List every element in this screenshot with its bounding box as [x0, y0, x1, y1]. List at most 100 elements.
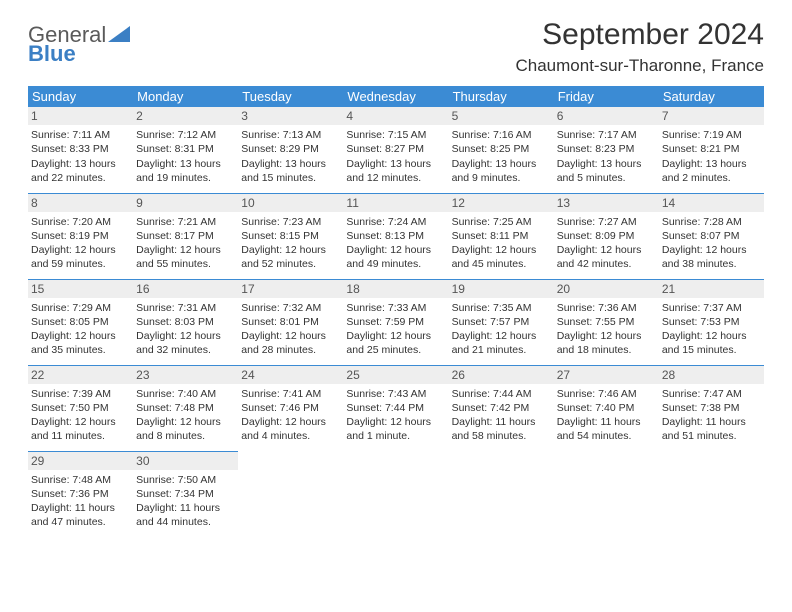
day-cell	[554, 451, 659, 537]
sunrise-line: Sunrise: 7:39 AM	[31, 387, 130, 401]
daylight-line: Daylight: 13 hours and 12 minutes.	[346, 157, 445, 185]
day-cell: 1Sunrise: 7:11 AMSunset: 8:33 PMDaylight…	[28, 107, 133, 193]
day-number: 18	[343, 280, 448, 298]
day-number: 30	[133, 452, 238, 470]
sunset-line: Sunset: 7:34 PM	[136, 487, 235, 501]
weekday-header-row: Sunday Monday Tuesday Wednesday Thursday…	[28, 86, 764, 107]
weekday-header: Monday	[133, 86, 238, 107]
day-cell: 16 Sunrise: 7:31 AMSunset: 8:03 PMDayligh…	[133, 279, 238, 365]
calendar-row: 1Sunrise: 7:11 AMSunset: 8:33 PMDaylight…	[28, 107, 764, 193]
day-number: 17	[238, 280, 343, 298]
daylight-line: Daylight: 11 hours and 51 minutes.	[662, 415, 761, 443]
sunset-line: Sunset: 8:07 PM	[662, 229, 761, 243]
calendar-table: Sunday Monday Tuesday Wednesday Thursday…	[28, 86, 764, 537]
sunset-line: Sunset: 8:03 PM	[136, 315, 235, 329]
sunset-line: Sunset: 7:46 PM	[241, 401, 340, 415]
day-cell: 26Sunrise: 7:44 AMSunset: 7:42 PMDayligh…	[449, 365, 554, 451]
sunrise-line: Sunrise: 7:47 AM	[662, 387, 761, 401]
sunset-line: Sunset: 7:48 PM	[136, 401, 235, 415]
daylight-line: Daylight: 11 hours and 58 minutes.	[452, 415, 551, 443]
day-number: 15	[28, 280, 133, 298]
day-number: 29	[28, 452, 133, 470]
sunrise-line: Sunrise: 7:36 AM	[557, 301, 656, 315]
day-number: 26	[449, 366, 554, 384]
sunrise-line: Sunrise: 7:12 AM	[136, 128, 235, 142]
daylight-line: Daylight: 12 hours and 59 minutes.	[31, 243, 130, 271]
day-cell: 20Sunrise: 7:36 AMSunset: 7:55 PMDayligh…	[554, 279, 659, 365]
day-cell: 18Sunrise: 7:33 AMSunset: 7:59 PMDayligh…	[343, 279, 448, 365]
sunset-line: Sunset: 7:50 PM	[31, 401, 130, 415]
sunrise-line: Sunrise: 7:15 AM	[346, 128, 445, 142]
daylight-line: Daylight: 13 hours and 2 minutes.	[662, 157, 761, 185]
sunrise-line: Sunrise: 7:32 AM	[241, 301, 340, 315]
sunrise-line: Sunrise: 7:40 AM	[136, 387, 235, 401]
day-number: 16	[133, 280, 238, 298]
sunset-line: Sunset: 8:15 PM	[241, 229, 340, 243]
daylight-line: Daylight: 12 hours and 52 minutes.	[241, 243, 340, 271]
daylight-line: Daylight: 12 hours and 25 minutes.	[346, 329, 445, 357]
day-cell: 5Sunrise: 7:16 AMSunset: 8:25 PMDaylight…	[449, 107, 554, 193]
sunrise-line: Sunrise: 7:11 AM	[31, 128, 130, 142]
sunrise-line: Sunrise: 7:27 AM	[557, 215, 656, 229]
sunrise-line: Sunrise: 7:35 AM	[452, 301, 551, 315]
weekday-header: Thursday	[449, 86, 554, 107]
sunrise-line: Sunrise: 7:29 AM	[31, 301, 130, 315]
day-cell	[238, 451, 343, 537]
day-cell: 7Sunrise: 7:19 AMSunset: 8:21 PMDaylight…	[659, 107, 764, 193]
sunset-line: Sunset: 8:27 PM	[346, 142, 445, 156]
sunset-line: Sunset: 8:25 PM	[452, 142, 551, 156]
sunrise-line: Sunrise: 7:25 AM	[452, 215, 551, 229]
day-cell: 9Sunrise: 7:21 AMSunset: 8:17 PMDaylight…	[133, 193, 238, 279]
day-number: 12	[449, 194, 554, 212]
daylight-line: Daylight: 12 hours and 35 minutes.	[31, 329, 130, 357]
daylight-line: Daylight: 13 hours and 22 minutes.	[31, 157, 130, 185]
sunset-line: Sunset: 8:19 PM	[31, 229, 130, 243]
day-cell: 22Sunrise: 7:39 AMSunset: 7:50 PMDayligh…	[28, 365, 133, 451]
weekday-header: Wednesday	[343, 86, 448, 107]
sunset-line: Sunset: 8:01 PM	[241, 315, 340, 329]
day-number: 22	[28, 366, 133, 384]
sunset-line: Sunset: 8:31 PM	[136, 142, 235, 156]
day-cell: 29Sunrise: 7:48 AMSunset: 7:36 PMDayligh…	[28, 451, 133, 537]
day-number: 20	[554, 280, 659, 298]
day-cell: 8Sunrise: 7:20 AMSunset: 8:19 PMDaylight…	[28, 193, 133, 279]
title-block: September 2024 Chaumont-sur-Tharonne, Fr…	[515, 18, 764, 76]
day-cell: 21Sunrise: 7:37 AMSunset: 7:53 PMDayligh…	[659, 279, 764, 365]
day-number: 2	[133, 107, 238, 125]
day-cell: 6Sunrise: 7:17 AMSunset: 8:23 PMDaylight…	[554, 107, 659, 193]
day-cell: 15Sunrise: 7:29 AMSunset: 8:05 PMDayligh…	[28, 279, 133, 365]
daylight-line: Daylight: 12 hours and 45 minutes.	[452, 243, 551, 271]
sunset-line: Sunset: 8:11 PM	[452, 229, 551, 243]
sunrise-line: Sunrise: 7:17 AM	[557, 128, 656, 142]
day-cell: 4Sunrise: 7:15 AMSunset: 8:27 PMDaylight…	[343, 107, 448, 193]
header: General Blue September 2024 Chaumont-sur…	[28, 18, 764, 76]
calendar-row: 29Sunrise: 7:48 AMSunset: 7:36 PMDayligh…	[28, 451, 764, 537]
daylight-line: Daylight: 12 hours and 38 minutes.	[662, 243, 761, 271]
daylight-line: Daylight: 12 hours and 32 minutes.	[136, 329, 235, 357]
day-number: 6	[554, 107, 659, 125]
daylight-line: Daylight: 12 hours and 28 minutes.	[241, 329, 340, 357]
daylight-line: Daylight: 13 hours and 15 minutes.	[241, 157, 340, 185]
day-number: 1	[28, 107, 133, 125]
sunrise-line: Sunrise: 7:44 AM	[452, 387, 551, 401]
day-cell: 14Sunrise: 7:28 AMSunset: 8:07 PMDayligh…	[659, 193, 764, 279]
day-number: 24	[238, 366, 343, 384]
sunrise-line: Sunrise: 7:33 AM	[346, 301, 445, 315]
daylight-line: Daylight: 11 hours and 47 minutes.	[31, 501, 130, 529]
day-number: 3	[238, 107, 343, 125]
day-number: 13	[554, 194, 659, 212]
daylight-line: Daylight: 12 hours and 49 minutes.	[346, 243, 445, 271]
day-cell: 13Sunrise: 7:27 AMSunset: 8:09 PMDayligh…	[554, 193, 659, 279]
sunrise-line: Sunrise: 7:31 AM	[136, 301, 235, 315]
daylight-line: Daylight: 12 hours and 15 minutes.	[662, 329, 761, 357]
day-cell: 11Sunrise: 7:24 AMSunset: 8:13 PMDayligh…	[343, 193, 448, 279]
sunset-line: Sunset: 7:55 PM	[557, 315, 656, 329]
day-number: 10	[238, 194, 343, 212]
sunrise-line: Sunrise: 7:19 AM	[662, 128, 761, 142]
calendar-row: 8Sunrise: 7:20 AMSunset: 8:19 PMDaylight…	[28, 193, 764, 279]
daylight-line: Daylight: 12 hours and 4 minutes.	[241, 415, 340, 443]
day-cell: 12 Sunrise: 7:25 AMSunset: 8:11 PMDayligh…	[449, 193, 554, 279]
sunrise-line: Sunrise: 7:48 AM	[31, 473, 130, 487]
day-cell: 27Sunrise: 7:46 AMSunset: 7:40 PMDayligh…	[554, 365, 659, 451]
calendar-row: 15Sunrise: 7:29 AMSunset: 8:05 PMDayligh…	[28, 279, 764, 365]
